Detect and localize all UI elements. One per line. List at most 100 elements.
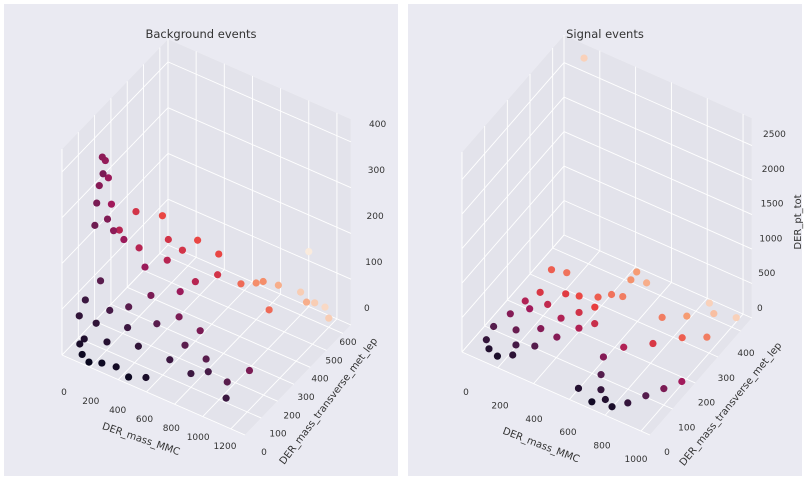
gridline-z bbox=[167, 61, 352, 143]
data-point bbox=[196, 327, 204, 335]
x-tick-label: 0 bbox=[463, 388, 469, 398]
data-point bbox=[544, 300, 552, 309]
data-point bbox=[512, 326, 520, 334]
x-tick-label: 200 bbox=[491, 401, 508, 411]
data-point bbox=[112, 363, 120, 371]
gridline-z bbox=[461, 131, 565, 249]
data-point bbox=[104, 174, 112, 182]
z-axis-label: DER_pt_tot bbox=[793, 194, 804, 249]
data-point bbox=[620, 343, 628, 351]
data-point bbox=[194, 236, 202, 244]
data-point bbox=[274, 281, 282, 289]
gridline-z bbox=[461, 62, 565, 180]
data-point bbox=[252, 279, 260, 287]
data-point bbox=[521, 297, 529, 305]
gridline-x bbox=[640, 313, 744, 432]
data-point bbox=[98, 359, 106, 367]
data-point bbox=[575, 308, 583, 317]
gridline-z bbox=[461, 200, 565, 318]
data-point bbox=[204, 368, 212, 376]
data-point bbox=[624, 399, 632, 407]
y-tick-label: 100 bbox=[678, 423, 695, 433]
data-point bbox=[215, 250, 223, 258]
z-tick-label: 500 bbox=[758, 269, 775, 279]
data-point bbox=[607, 290, 616, 299]
data-point bbox=[493, 352, 502, 360]
data-point bbox=[642, 392, 650, 400]
data-point bbox=[125, 373, 133, 381]
scatter-points bbox=[75, 153, 333, 402]
data-point bbox=[321, 303, 329, 311]
gridline-x bbox=[604, 297, 708, 416]
data-point bbox=[660, 385, 668, 393]
data-point bbox=[78, 350, 86, 359]
data-point bbox=[164, 235, 172, 244]
gridline-y bbox=[507, 299, 696, 384]
data-point bbox=[703, 333, 711, 341]
data-point bbox=[297, 288, 305, 296]
gridline-y bbox=[484, 325, 673, 410]
data-point bbox=[163, 256, 171, 264]
data-point bbox=[158, 212, 167, 220]
data-point bbox=[91, 221, 99, 229]
data-point bbox=[537, 325, 545, 333]
data-point bbox=[103, 338, 111, 346]
z-tick-label: 100 bbox=[365, 258, 382, 268]
data-point bbox=[92, 319, 100, 327]
z-tick-label: 1000 bbox=[759, 234, 782, 244]
x-tick-label: 0 bbox=[61, 388, 67, 398]
data-point bbox=[305, 248, 313, 256]
y-tick-label: 300 bbox=[297, 393, 314, 403]
data-point bbox=[678, 334, 686, 342]
z-tick-label: 0 bbox=[364, 304, 370, 314]
gridline-z bbox=[461, 96, 565, 215]
gridline-x bbox=[146, 281, 253, 393]
data-point bbox=[531, 342, 539, 350]
data-point bbox=[96, 277, 105, 285]
data-point bbox=[575, 292, 583, 300]
gridline-x bbox=[533, 266, 636, 384]
gridline-z bbox=[563, 62, 753, 146]
data-point bbox=[142, 373, 150, 382]
y-tick-label: 200 bbox=[698, 399, 715, 409]
gridline-z bbox=[61, 198, 169, 310]
y-tick-label: 200 bbox=[283, 411, 300, 421]
z-tick-label: 0 bbox=[757, 304, 763, 314]
data-point bbox=[594, 293, 602, 301]
x-tick-label: 600 bbox=[136, 415, 153, 425]
y-tick-label: 400 bbox=[737, 349, 754, 359]
gridline-x bbox=[202, 306, 310, 417]
data-point bbox=[574, 384, 583, 392]
gridline-z bbox=[563, 96, 753, 181]
data-point bbox=[597, 386, 605, 394]
data-point bbox=[658, 313, 666, 321]
y-tick-label: 400 bbox=[311, 375, 328, 385]
data-point bbox=[588, 398, 596, 406]
data-point bbox=[223, 378, 231, 386]
data-point bbox=[302, 298, 311, 306]
data-point bbox=[214, 271, 222, 279]
data-point bbox=[166, 356, 174, 364]
data-point bbox=[99, 170, 107, 178]
data-point bbox=[710, 310, 718, 318]
data-point bbox=[115, 226, 123, 234]
data-point bbox=[633, 268, 641, 276]
gridline-z bbox=[61, 61, 169, 173]
y-tick-label: 600 bbox=[339, 338, 356, 348]
gridline-y bbox=[143, 269, 327, 351]
data-point bbox=[259, 277, 267, 286]
data-point bbox=[106, 306, 114, 314]
y-tick-label: 500 bbox=[325, 356, 342, 366]
data-point bbox=[580, 54, 588, 62]
gridline-z bbox=[563, 131, 753, 215]
data-point bbox=[187, 369, 195, 378]
z-tick-label: 2000 bbox=[762, 165, 785, 175]
data-point bbox=[599, 353, 608, 361]
gridline-y bbox=[461, 351, 651, 436]
gridline-x bbox=[117, 269, 225, 380]
data-point bbox=[132, 207, 140, 216]
gridline-z bbox=[167, 198, 352, 280]
data-point bbox=[649, 339, 657, 348]
gridline-z bbox=[61, 244, 169, 356]
gridline-x bbox=[89, 256, 197, 368]
